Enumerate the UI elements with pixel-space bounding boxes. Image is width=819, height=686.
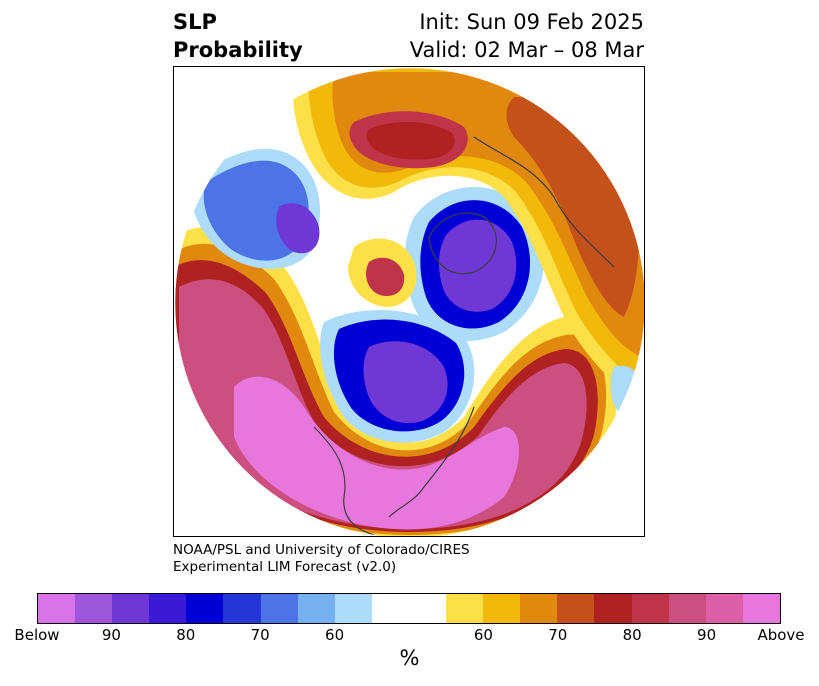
colorbar-tick-label: Above bbox=[757, 626, 805, 644]
colorbar-tick-label: 70 bbox=[548, 626, 568, 644]
colorbar-segment bbox=[446, 594, 484, 623]
polar-stereographic-map bbox=[174, 67, 644, 536]
colorbar-tick-label: 70 bbox=[250, 626, 270, 644]
region-arctic-below-strong bbox=[438, 219, 517, 312]
colorbar-tick-label: 80 bbox=[176, 626, 196, 644]
probability-map bbox=[173, 66, 645, 537]
colorbar bbox=[37, 593, 781, 624]
colorbar-segment bbox=[38, 594, 76, 623]
init-date: Init: Sun 09 Feb 2025 bbox=[419, 10, 644, 34]
colorbar-segment bbox=[631, 594, 669, 623]
region-alaska-below-strong bbox=[276, 203, 320, 254]
colorbar-tick-label: 90 bbox=[101, 626, 121, 644]
region-pacific-above-magenta bbox=[234, 376, 519, 530]
coastline-europe bbox=[473, 136, 615, 268]
colorbar-segment bbox=[149, 594, 187, 623]
colorbar-segment bbox=[483, 594, 521, 623]
colorbar-tick-label: 90 bbox=[697, 626, 717, 644]
region-europe-above-red bbox=[366, 121, 455, 160]
region-canada-below-strong bbox=[363, 341, 448, 424]
region-arctic-above-small-red bbox=[366, 257, 405, 297]
coastline-greenland bbox=[428, 212, 497, 275]
data-credit: NOAA/PSL and University of Colorado/CIRE… bbox=[173, 542, 470, 576]
valid-range: Valid: 02 Mar – 08 Mar bbox=[409, 38, 644, 62]
colorbar-tick-label: 80 bbox=[622, 626, 642, 644]
colorbar-segment bbox=[520, 594, 558, 623]
colorbar-segment bbox=[557, 594, 595, 623]
colorbar-ticks: Below 90 80 70 60 60 70 80 90 Above bbox=[0, 626, 819, 646]
credit-line-1: NOAA/PSL and University of Colorado/CIRE… bbox=[173, 542, 470, 558]
colorbar-segment bbox=[742, 594, 780, 623]
title-type: Probability bbox=[173, 38, 303, 62]
coastline-north-america bbox=[313, 426, 375, 536]
colorbar-segment bbox=[260, 594, 298, 623]
colorbar-segment bbox=[112, 594, 150, 623]
credit-line-2: Experimental LIM Forecast (v2.0) bbox=[173, 559, 397, 575]
colorbar-tick-label: 60 bbox=[473, 626, 493, 644]
colorbar-segment bbox=[594, 594, 632, 623]
title-variable: SLP bbox=[173, 10, 217, 34]
colorbar-segment bbox=[371, 594, 447, 623]
colorbar-tick-label: 60 bbox=[325, 626, 345, 644]
colorbar-unit: % bbox=[399, 646, 420, 670]
colorbar-segment bbox=[223, 594, 261, 623]
colorbar-segment bbox=[334, 594, 372, 623]
colorbar-segment bbox=[186, 594, 224, 623]
colorbar-segment bbox=[297, 594, 335, 623]
colorbar-tick-label: Below bbox=[14, 626, 60, 644]
coastline-east-coast bbox=[388, 406, 475, 518]
forecast-dates: Init: Sun 09 Feb 2025 Valid: 02 Mar – 08… bbox=[410, 8, 644, 64]
colorbar-segment bbox=[705, 594, 743, 623]
colorbar-segment bbox=[75, 594, 113, 623]
region-atlantic-below-pale bbox=[610, 365, 642, 414]
colorbar-segment bbox=[668, 594, 706, 623]
map-title: SLP Probability bbox=[173, 8, 303, 64]
